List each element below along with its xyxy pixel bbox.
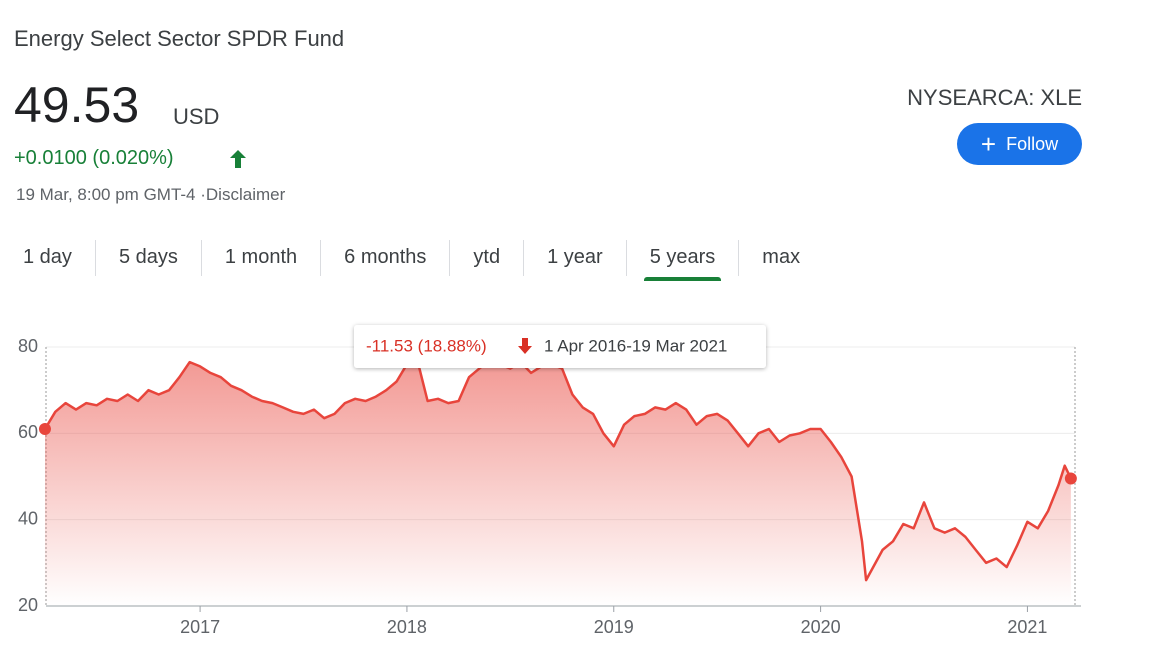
x-tick-label: 2018 — [387, 617, 427, 637]
up-arrow — [230, 150, 246, 168]
y-tick-label: 80 — [18, 336, 38, 356]
timestamp-row: 19 Mar, 8:00 pm GMT-4 ·Disclaimer — [16, 185, 286, 204]
x-tick-label: 2020 — [801, 617, 841, 637]
end-dot — [1064, 472, 1077, 485]
tooltip-change: -11.53 (18.88%) — [366, 336, 487, 355]
price-line — [43, 358, 1073, 582]
exchange: NYSEARCA: XLE — [907, 85, 1082, 110]
follow-button[interactable]: + Follow — [957, 123, 1082, 165]
area — [44, 360, 1071, 606]
price: 49.53 — [14, 77, 140, 133]
range-tab[interactable]: ytd — [450, 240, 525, 276]
range-tab[interactable]: 5 days — [96, 240, 202, 276]
range-tab[interactable]: 5 years — [627, 240, 740, 281]
x-tick-label: 2019 — [594, 617, 634, 637]
price-change: +0.0100 (0.020%) — [14, 147, 174, 169]
tooltip-box — [354, 325, 766, 368]
y-tick-label: 20 — [18, 595, 38, 615]
range-tab[interactable]: 1 year — [524, 240, 627, 276]
follow-label: Follow — [1006, 133, 1059, 154]
range-tab[interactable]: 1 month — [202, 240, 322, 276]
end-dot — [38, 423, 51, 436]
range-tab[interactable]: 1 day — [0, 240, 96, 276]
tooltip-range: 1 Apr 2016-19 Mar 2021 — [544, 336, 727, 355]
range-tabs: 1 day 5 days 1 month 6 months ytd 1 year 5 yea… — [0, 238, 823, 281]
range-tab[interactable]: 6 months — [321, 240, 451, 276]
plus-icon: + — [980, 129, 997, 159]
y-tick-label: 40 — [18, 508, 38, 528]
y-tick-label: 60 — [18, 422, 38, 442]
tooltip: -11.53 (18.88%) 1 Apr 2016-19 Mar 2021 — [354, 325, 766, 368]
range-tab[interactable]: max — [762, 246, 801, 268]
x-tick-label: 2021 — [1007, 617, 1047, 637]
fund-title: Energy Select Sector SPDR Fund — [14, 26, 345, 51]
timestamp: 19 Mar, 8:00 pm GMT-4 — [16, 185, 196, 204]
chart: 20 40 60 80 2017 2018 2019 2020 2021 -11.53 (18.8… — [18, 325, 1081, 637]
down-arrow — [518, 338, 532, 354]
disclaimer-link[interactable]: Disclaimer — [205, 185, 286, 204]
x-tick-label: 2017 — [180, 617, 220, 637]
currency: USD — [173, 104, 220, 129]
